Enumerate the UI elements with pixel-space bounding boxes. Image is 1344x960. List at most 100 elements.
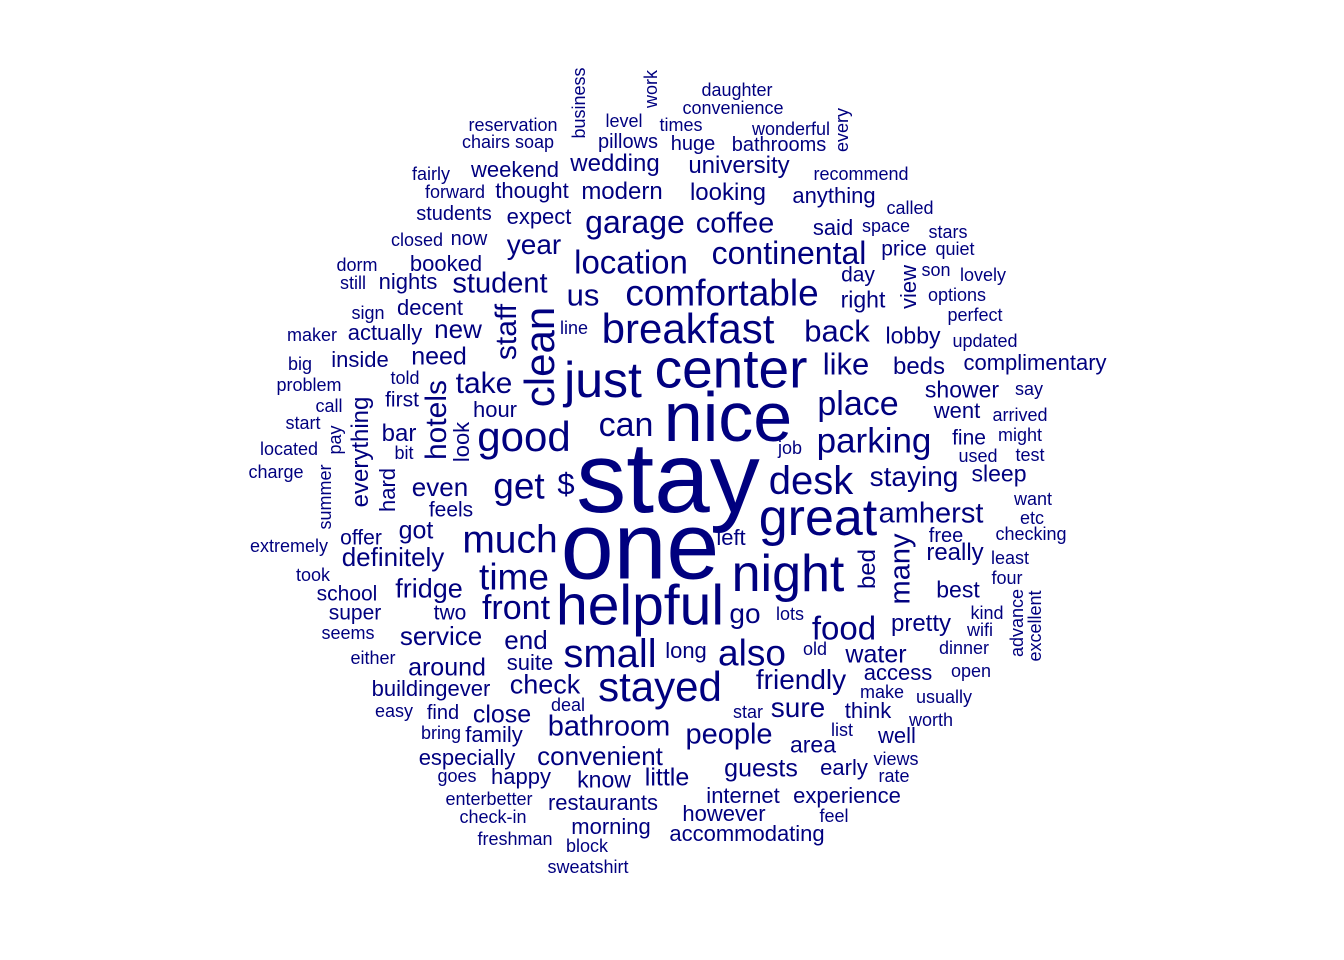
word-hour: hour — [472, 397, 518, 422]
word-stayed: stayed — [598, 663, 722, 710]
word-school: school — [316, 582, 378, 606]
word-summer: summer — [315, 464, 335, 530]
word-fine: fine — [952, 426, 986, 450]
word-need: need — [411, 342, 467, 371]
word-list: list — [831, 720, 853, 740]
word-old: old — [802, 639, 828, 659]
word-super: super — [328, 601, 382, 625]
word-told: told — [390, 368, 420, 388]
word-wedding: wedding — [570, 150, 660, 177]
word-closed: closed — [390, 230, 444, 250]
word-bar: bar — [381, 420, 417, 447]
word-staying: staying — [869, 461, 959, 492]
word-test: test — [1015, 445, 1045, 465]
word-advance: advance — [1007, 588, 1027, 658]
word-daughter: daughter — [701, 80, 773, 100]
word-usually: usually — [915, 687, 973, 707]
word-stars: stars — [928, 222, 968, 242]
word-people: people — [685, 718, 773, 751]
word-restaurants: restaurants — [547, 790, 659, 815]
word-booked: booked — [409, 251, 483, 276]
word-well: well — [878, 723, 916, 748]
word-students: students — [416, 203, 492, 225]
word-pillows: pillows — [597, 131, 659, 153]
word-level: level — [605, 111, 643, 131]
word-wonderful: wonderful — [751, 119, 831, 139]
word-area: area — [789, 731, 837, 758]
word-however: however — [682, 801, 766, 826]
word-bed: bed — [854, 548, 881, 590]
word-decent: decent — [396, 295, 464, 320]
word-actually: actually — [347, 320, 423, 345]
word-four: four — [991, 568, 1023, 588]
word-around: around — [408, 653, 486, 682]
word-service: service — [399, 621, 483, 651]
word-enterbetter: enterbetter — [445, 789, 533, 809]
word-price: price — [881, 237, 927, 261]
word-can: can — [598, 406, 654, 444]
word-water: water — [845, 640, 907, 669]
word-guests: guests — [724, 754, 798, 783]
word-parking: parking — [816, 421, 932, 461]
word-huge: huge — [670, 133, 716, 155]
word-took: took — [295, 565, 331, 585]
word-star: star — [732, 702, 764, 722]
word-called: called — [886, 198, 934, 218]
word-really: really — [926, 539, 984, 566]
word-family: family — [465, 722, 523, 747]
word-least: least — [990, 548, 1030, 568]
word-perfect: perfect — [947, 305, 1003, 325]
word-check-in: check-in — [459, 807, 527, 827]
word-weekend: weekend — [470, 157, 560, 182]
word-coffee: coffee — [695, 207, 775, 240]
word-good: good — [477, 413, 571, 460]
word-still: still — [340, 273, 366, 293]
word-kind: kind — [970, 603, 1004, 623]
word-big: big — [287, 354, 313, 374]
word-one: one — [560, 493, 720, 600]
word-lobby: lobby — [885, 322, 941, 349]
word-thought: thought — [495, 178, 569, 203]
word-fairly: fairly — [411, 164, 451, 184]
word-pretty: pretty — [890, 610, 952, 637]
word-now: now — [450, 228, 488, 250]
word-even: even — [411, 472, 469, 502]
word-get: get — [493, 465, 545, 507]
word-place: place — [817, 385, 899, 423]
word-front: front — [481, 589, 551, 627]
word-university: university — [688, 152, 790, 179]
word-sure: sure — [770, 692, 826, 723]
word-problem: problem — [276, 375, 342, 395]
word-student: student — [452, 267, 548, 300]
word-free: free — [928, 525, 964, 547]
word-inside: inside — [331, 347, 389, 372]
word-stay: stay — [576, 422, 760, 534]
word-bathroom: bathroom — [547, 710, 671, 743]
word-food: food — [811, 609, 877, 647]
word-internet: internet — [706, 783, 780, 808]
word-said: said — [812, 215, 854, 240]
word-back: back — [804, 313, 870, 349]
word-complimentary: complimentary — [963, 350, 1107, 375]
word-much: much — [462, 518, 558, 562]
word-sleep: sleep — [971, 460, 1027, 487]
word-business: business — [569, 67, 589, 139]
word-dinner: dinner — [938, 638, 990, 658]
word-offer: offer — [340, 526, 382, 550]
word-want: want — [1013, 489, 1053, 509]
word-goes: goes — [437, 766, 477, 786]
word-space: space — [861, 216, 911, 236]
word-looking: looking — [689, 179, 767, 206]
word-excellent: excellent — [1025, 590, 1045, 662]
word-nice: nice — [663, 378, 793, 456]
word-lots: lots — [775, 604, 805, 624]
word-location: location — [574, 243, 688, 281]
word-comfortable: comfortable — [625, 272, 819, 314]
word-job: job — [777, 438, 803, 458]
word-dorm: dorm — [336, 255, 378, 275]
word-view: view — [896, 264, 921, 310]
word-morning: morning — [571, 814, 651, 839]
word-day: day — [841, 263, 875, 287]
word-times: times — [659, 115, 703, 135]
word-sweatshirt: sweatshirt — [547, 857, 629, 877]
